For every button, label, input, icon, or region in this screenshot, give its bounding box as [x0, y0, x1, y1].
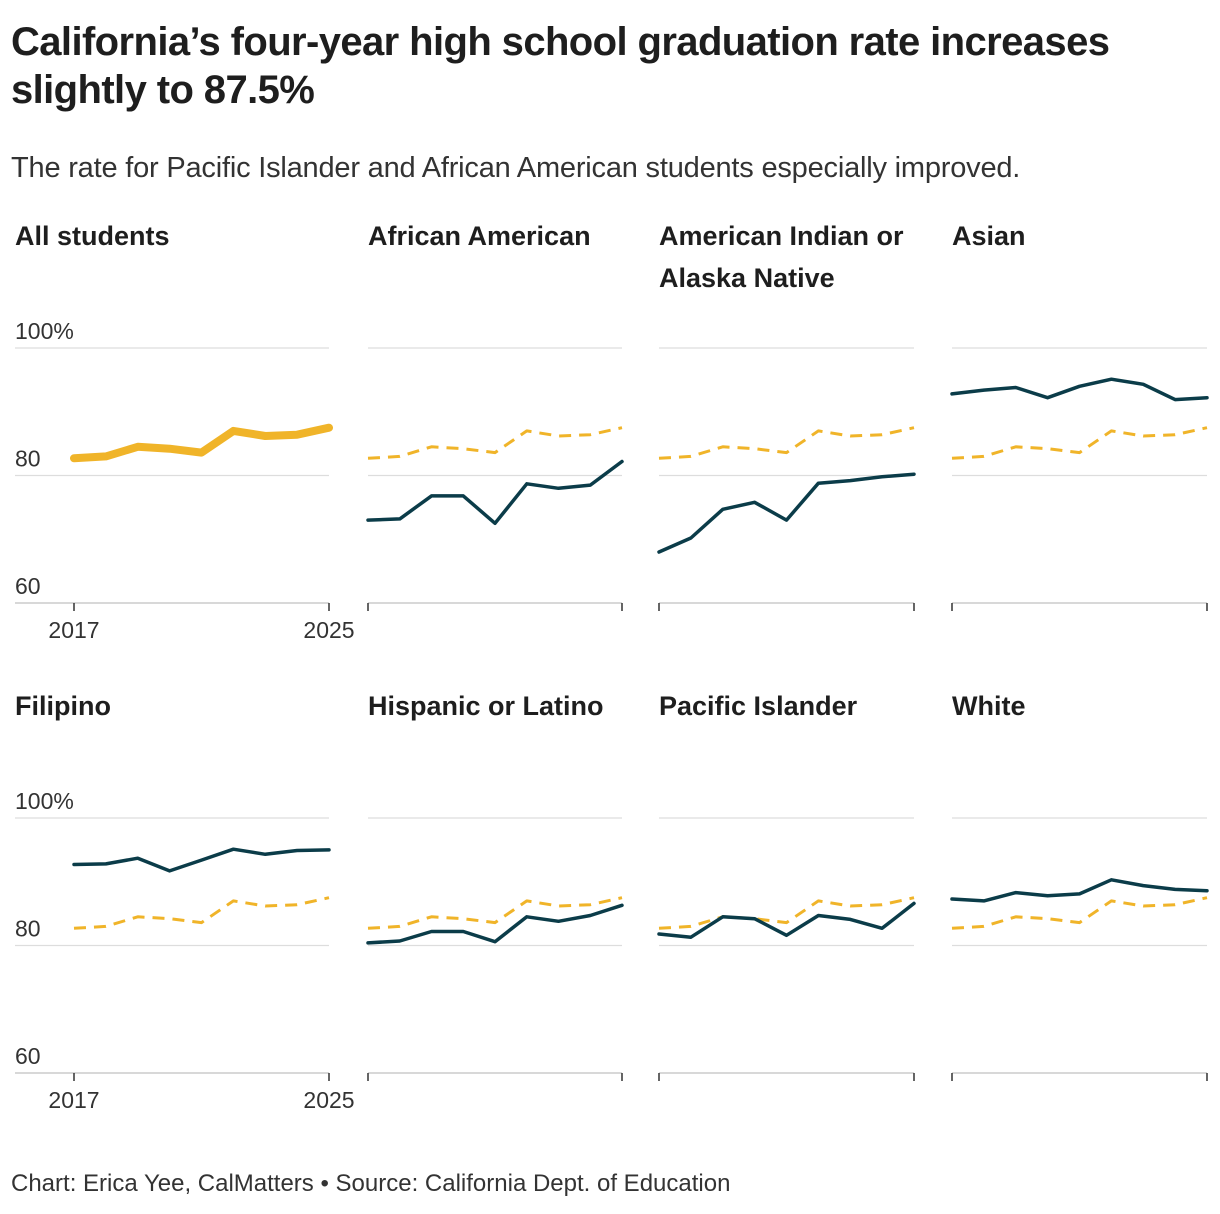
panel-american-indian-or-alaska-native: American Indian or Alaska Native: [657, 221, 916, 611]
group-series-line: [657, 901, 916, 939]
panel-title: Hispanic or Latino: [368, 691, 604, 721]
panel-title: African American: [368, 221, 591, 251]
group-series-line: [366, 903, 624, 945]
y-tick-label: 60: [15, 573, 41, 599]
y-tick-label: 80: [15, 916, 41, 942]
all-students-reference-line: [367, 426, 623, 460]
panel-title: White: [952, 691, 1026, 721]
panel-title-line: Alaska Native: [659, 263, 835, 293]
panel-title-line: Pacific Islander: [659, 691, 858, 721]
x-tick-label: 2025: [303, 1087, 354, 1113]
panel-title: American Indian or Alaska Native: [659, 221, 904, 293]
all-students-reference-line: [951, 426, 1208, 460]
group-series-line: [950, 878, 1209, 903]
panel-title-line: White: [952, 691, 1026, 721]
all-students-reference-line: [658, 896, 915, 930]
panel-title: Asian: [952, 221, 1026, 251]
chart-title: California’s four-year high school gradu…: [11, 20, 1110, 112]
all-students-reference-line: [951, 896, 1208, 930]
y-tick-label: 100%: [15, 318, 74, 344]
panel-title-line: American Indian or: [659, 221, 904, 251]
x-tick-label: 2017: [48, 1087, 99, 1113]
panel-asian: Asian: [950, 221, 1209, 611]
panel-title-line: Asian: [952, 221, 1026, 251]
y-tick-label: 80: [15, 446, 41, 472]
panel-title: All students: [15, 221, 170, 251]
group-series-line: [72, 847, 331, 873]
chart-footer: Chart: Erica Yee, CalMatters • Source: C…: [11, 1170, 731, 1197]
x-tick-label: 2025: [303, 617, 354, 643]
panel-title-line: Hispanic or Latino: [368, 691, 604, 721]
all-students-reference-line: [658, 426, 915, 460]
panel-title: Pacific Islander: [659, 691, 858, 721]
panel-hispanic-or-latino: Hispanic or Latino: [366, 691, 624, 1081]
group-series-line: [366, 459, 624, 526]
panel-title-line: Filipino: [15, 691, 111, 721]
panel-pacific-islander: Pacific Islander: [657, 691, 916, 1081]
panel-filipino: Filipino 60 80 100% 2017 2025: [15, 691, 355, 1113]
group-series-line: [950, 377, 1209, 402]
all-students-reference-line: [367, 896, 623, 930]
panel-white: White: [950, 691, 1209, 1081]
group-series-line: [657, 472, 916, 554]
y-tick-label: 60: [15, 1043, 41, 1069]
all-students-reference-line: [73, 896, 330, 930]
x-tick-label: 2017: [48, 617, 99, 643]
panel-all-students: All students 60 80 100% 2017 2025: [15, 221, 355, 643]
panel-title-line: All students: [15, 221, 170, 251]
panel-african-american: African American: [366, 221, 624, 611]
panel-title-line: African American: [368, 221, 591, 251]
all-students-line: [70, 423, 333, 463]
chart-subtitle: The rate for Pacific Islander and Africa…: [11, 152, 1021, 184]
panel-title: Filipino: [15, 691, 111, 721]
y-tick-label: 100%: [15, 788, 74, 814]
